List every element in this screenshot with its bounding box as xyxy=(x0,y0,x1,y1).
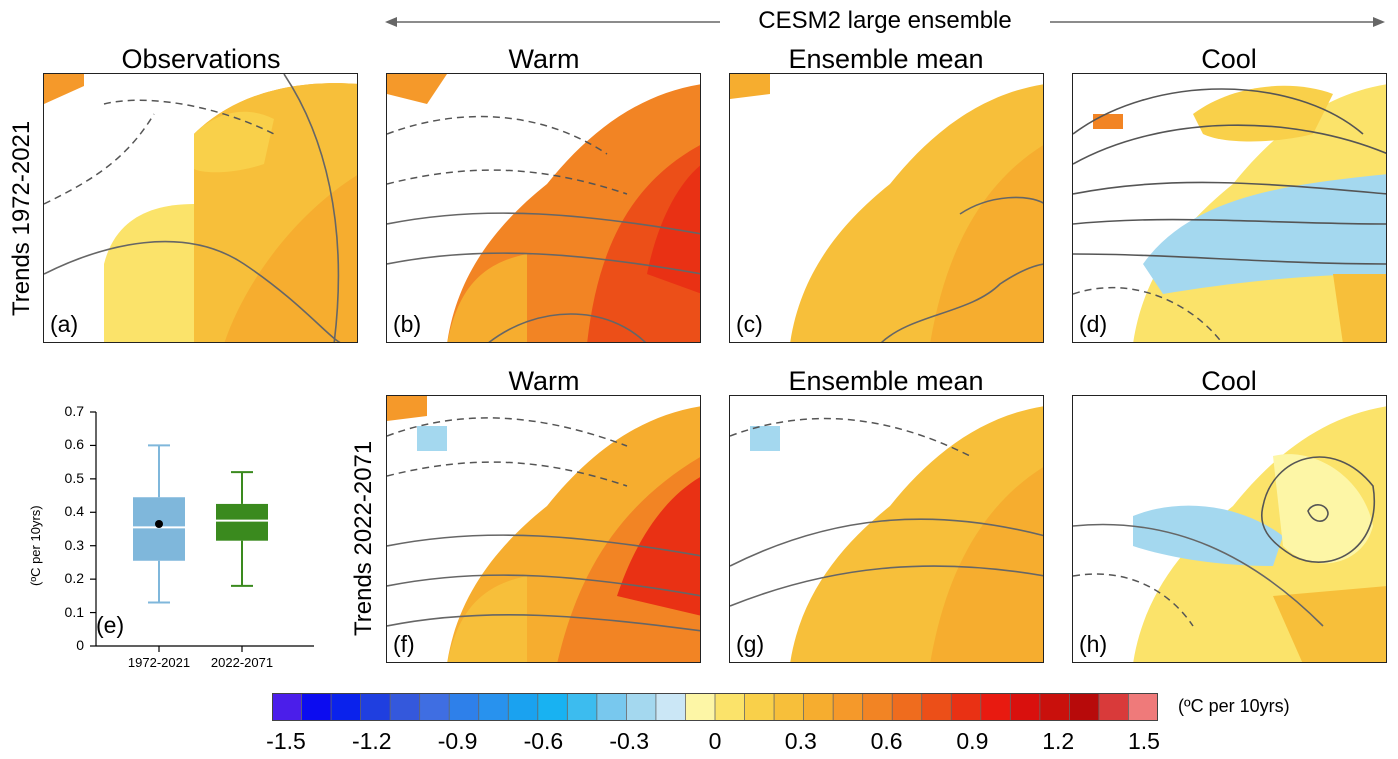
colorbar xyxy=(271,692,1159,722)
colorbar-swatch xyxy=(1069,692,1100,722)
colorbar-tick-label: -1.5 xyxy=(266,728,306,754)
colorbar-tick-label: 0.3 xyxy=(784,728,817,754)
colorbar-tick-label: -0.6 xyxy=(523,728,564,754)
colorbar-tick-label: 0.9 xyxy=(956,728,989,754)
colorbar-swatch xyxy=(655,692,687,722)
colorbar-swatch xyxy=(478,692,509,722)
colorbar-swatch xyxy=(330,692,362,722)
colorbar-swatch xyxy=(773,692,805,722)
colorbar-tick-label: 1.2 xyxy=(1042,728,1075,754)
colorbar-swatch xyxy=(891,692,923,722)
colorbar-swatch xyxy=(862,692,893,722)
map-panel-g: (g) xyxy=(729,395,1044,663)
boxplot-x-tick-label: 1972-2021 xyxy=(127,655,191,670)
title-g: Ensemble mean xyxy=(788,366,984,396)
colorbar-swatch xyxy=(714,692,746,722)
panel-label-f: (f) xyxy=(393,631,415,657)
colorbar-swatch xyxy=(921,692,952,722)
colorbar-swatch xyxy=(1128,692,1159,722)
map-panel-d: (d) xyxy=(1072,73,1387,343)
boxplot-box xyxy=(216,503,268,541)
colorbar-tick-label: 0.6 xyxy=(870,728,903,754)
map-b xyxy=(387,74,700,342)
boxplot-label: (e) xyxy=(96,612,125,638)
colorbar-swatch xyxy=(744,692,775,722)
colorbar-swatch xyxy=(507,692,539,722)
colorbar-swatch xyxy=(832,692,864,722)
boxplot-y-tick-label: 0.4 xyxy=(64,503,84,520)
colorbar-outline xyxy=(272,693,1158,721)
map-c xyxy=(730,74,1043,342)
map-panel-h: (h) xyxy=(1072,395,1387,663)
ensemble-label: CESM2 large ensemble xyxy=(758,7,1012,34)
colorbar-swatch xyxy=(1098,692,1130,722)
boxplot-box xyxy=(133,497,185,561)
colorbar-swatch xyxy=(1039,692,1071,722)
colorbar-swatch xyxy=(271,692,303,722)
colorbar-swatch xyxy=(419,692,450,722)
colorbar-tick-label: -0.3 xyxy=(609,728,649,754)
panel-label-c: (c) xyxy=(736,311,763,337)
colorbar-tick-label: 1.5 xyxy=(1128,728,1160,754)
boxplot-svg xyxy=(90,411,314,652)
panel-label-h: (h) xyxy=(1079,631,1108,657)
map-f xyxy=(387,396,700,662)
map-d xyxy=(1073,74,1386,342)
colorbar-svg xyxy=(271,692,1159,722)
map-h xyxy=(1073,396,1386,662)
boxplot-y-tick-label: 0.6 xyxy=(64,436,84,453)
colorbar-swatch xyxy=(448,692,480,722)
title-b: Warm xyxy=(508,44,580,74)
panel-label-d: (d) xyxy=(1079,311,1108,337)
colorbar-swatch xyxy=(301,692,332,722)
panel-label-g: (g) xyxy=(736,631,765,657)
ensemble-arrow xyxy=(385,10,1385,34)
colorbar-swatch xyxy=(803,692,834,722)
colorbar-tick-label: 0 xyxy=(708,728,722,754)
title-d: Cool xyxy=(1201,44,1257,74)
map-panel-c: (c) xyxy=(729,73,1044,343)
map-panel-a: (a) xyxy=(43,73,358,343)
panel-label-b: (b) xyxy=(393,311,422,337)
boxplot-x-tick-label: 2022-2071 xyxy=(210,655,274,670)
colorbar-swatch xyxy=(389,692,421,722)
title-a: Observations xyxy=(121,44,281,74)
boxplot-observed-point xyxy=(155,519,163,528)
colorbar-tick-label: -1.2 xyxy=(351,728,392,754)
row1-label: Trends 1972-2021 xyxy=(8,120,35,316)
colorbar-swatch xyxy=(1009,692,1041,722)
boxplot-y-tick-label: 0 xyxy=(76,637,84,653)
boxplot-y-tick-label: 0.7 xyxy=(64,403,84,419)
boxplot-y-tick-label: 0.1 xyxy=(64,603,84,620)
colorbar-swatch xyxy=(950,692,982,722)
colorbar-unit: (ºC per 10yrs) xyxy=(1178,696,1290,716)
colorbar-swatch xyxy=(980,692,1012,722)
map-g xyxy=(730,396,1043,662)
boxplot-panel: (ºC per 10yrs) (e) 0.7 0.6 0.5 0.4 0.3 0.2 0.1… xyxy=(24,398,324,678)
panel-label-a: (a) xyxy=(50,311,79,337)
colorbar-tick-label: -0.9 xyxy=(437,728,478,754)
title-c: Ensemble mean xyxy=(788,44,984,74)
row2-label: Trends 2022-2071 xyxy=(350,440,377,636)
title-f: Warm xyxy=(508,366,580,396)
colorbar-swatch xyxy=(625,692,657,722)
boxplot-y-tick-label: 0.2 xyxy=(64,570,84,587)
map-panel-f: (f) xyxy=(386,395,701,663)
colorbar-swatch xyxy=(596,692,628,722)
title-h: Cool xyxy=(1201,366,1257,396)
colorbar-swatch xyxy=(566,692,598,722)
map-a xyxy=(44,74,357,342)
boxplot-y-tick-label: 0.3 xyxy=(64,536,84,553)
boxplot-y-tick-label: 0.5 xyxy=(64,469,84,486)
boxplot-ylabel: (ºC per 10yrs) xyxy=(28,505,43,586)
map-panel-b: (b) xyxy=(386,73,701,343)
colorbar-swatch xyxy=(685,692,716,722)
colorbar-swatch xyxy=(537,692,569,722)
colorbar-swatch xyxy=(360,692,391,722)
